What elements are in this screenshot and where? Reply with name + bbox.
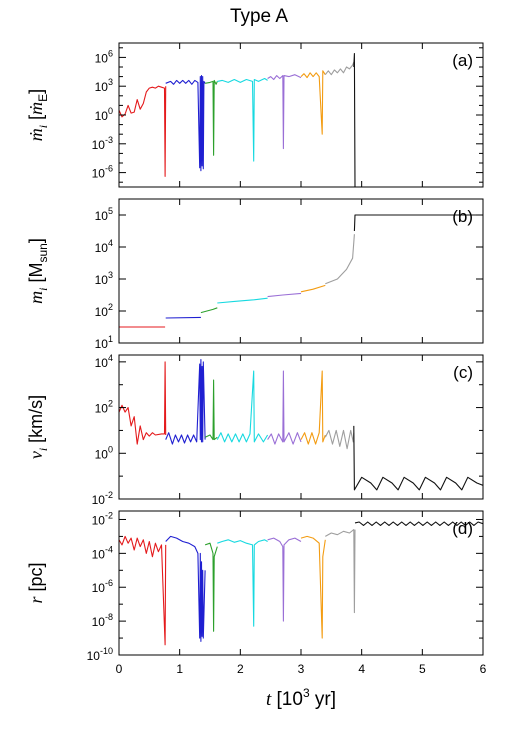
y-tick-label: 100 bbox=[95, 444, 113, 461]
series-blue-line bbox=[165, 75, 206, 172]
y-tick-label: 105 bbox=[95, 206, 113, 223]
figure-title: Type A bbox=[229, 6, 289, 27]
panel-a: 106 103 100 10-3 10-6 (a) ṁi [ṁE] bbox=[26, 42, 484, 188]
x-tick-label: 2 bbox=[237, 662, 244, 676]
y-axis-label: mi [Msun] bbox=[26, 238, 50, 304]
series-green-line bbox=[204, 542, 218, 632]
panel-c: 104 102 100 10-2 (c) vi [km/s] bbox=[26, 353, 484, 507]
series-orange-line bbox=[300, 70, 326, 135]
series-group bbox=[119, 359, 483, 491]
series-blue-line bbox=[165, 535, 206, 642]
y-tick-label: 10-4 bbox=[92, 544, 113, 561]
y-axis-label: vi [km/s] bbox=[26, 395, 50, 459]
y-tick-label: 101 bbox=[95, 334, 113, 351]
series-purple-line bbox=[267, 537, 302, 622]
y-tick-label: 10-8 bbox=[92, 612, 113, 629]
series-green-line bbox=[200, 307, 218, 314]
series-purple-line bbox=[267, 292, 302, 298]
series-green-line bbox=[204, 379, 218, 441]
x-tick-label: 4 bbox=[358, 662, 365, 676]
plot-frame bbox=[118, 354, 484, 500]
plot-frame bbox=[118, 42, 484, 188]
series-cyan-line bbox=[217, 539, 268, 627]
series-cyan-line bbox=[217, 77, 268, 162]
panel-label: (b) bbox=[452, 207, 473, 226]
plot-frame bbox=[118, 198, 484, 344]
panel-label: (d) bbox=[452, 519, 473, 538]
series-cyan-line bbox=[216, 370, 269, 443]
series-purple-line bbox=[267, 370, 302, 445]
x-tick-label: 5 bbox=[419, 662, 426, 676]
series-group bbox=[119, 53, 356, 187]
y-tick-label: 10-6 bbox=[92, 164, 113, 181]
series-cyan-line bbox=[217, 297, 268, 304]
series-black-line bbox=[353, 425, 483, 491]
y-axis-label: ṁi [ṁE] bbox=[26, 89, 50, 141]
y-tick-label: 102 bbox=[95, 399, 113, 416]
series-orange-line bbox=[300, 535, 326, 639]
series-red-line bbox=[119, 361, 167, 445]
panel-d: 0 1 2 3 4 5 6 10-2 10-4 10-6 10-8 10-10 (d) r [pc] bbox=[26, 510, 487, 676]
y-tick-label: 104 bbox=[95, 353, 113, 370]
series-red-line bbox=[119, 85, 167, 177]
y-tick-label: 104 bbox=[95, 238, 113, 255]
series-orange-line bbox=[300, 370, 326, 445]
series-gray-line bbox=[325, 529, 356, 614]
series-black-line bbox=[353, 214, 483, 232]
y-tick-label: 106 bbox=[95, 48, 113, 65]
series-gray-line bbox=[325, 234, 355, 285]
y-tick-label: 103 bbox=[95, 270, 113, 287]
y-tick-label: 102 bbox=[95, 302, 113, 319]
y-tick-label: 10-2 bbox=[92, 510, 113, 527]
series-blue-line bbox=[165, 359, 206, 445]
x-tick-label: 1 bbox=[176, 662, 183, 676]
x-tick-label: 6 bbox=[480, 662, 487, 676]
y-tick-label: 10-3 bbox=[92, 135, 113, 152]
y-tick-label: 10-2 bbox=[92, 490, 113, 507]
series-orange-line bbox=[300, 284, 326, 293]
series-black-line bbox=[353, 53, 356, 187]
y-tick-label: 103 bbox=[95, 77, 113, 94]
y-tick-label: 10-6 bbox=[92, 578, 113, 595]
series-green-line bbox=[205, 79, 218, 156]
x-tick-label: 0 bbox=[116, 662, 123, 676]
y-tick-label: 100 bbox=[95, 106, 113, 123]
series-gray-line bbox=[324, 61, 355, 76]
panel-label: (a) bbox=[452, 51, 473, 70]
panel-label: (c) bbox=[453, 363, 473, 382]
x-tick-label: 3 bbox=[298, 662, 305, 676]
series-black-line bbox=[354, 521, 483, 526]
panel-b: 105 104 103 102 101 (b) mi [Msun] bbox=[26, 198, 484, 351]
series-group bbox=[119, 214, 483, 328]
y-axis-label: r [pc] bbox=[26, 562, 46, 603]
series-red-line bbox=[119, 535, 167, 646]
series-blue-line bbox=[165, 316, 201, 319]
plot-frame bbox=[118, 510, 484, 656]
series-purple-line bbox=[267, 74, 302, 150]
series-group bbox=[119, 521, 483, 646]
x-axis-label: t [103 yr] bbox=[266, 686, 336, 710]
series-gray-line bbox=[324, 429, 355, 450]
y-tick-label: 10-10 bbox=[87, 646, 113, 663]
